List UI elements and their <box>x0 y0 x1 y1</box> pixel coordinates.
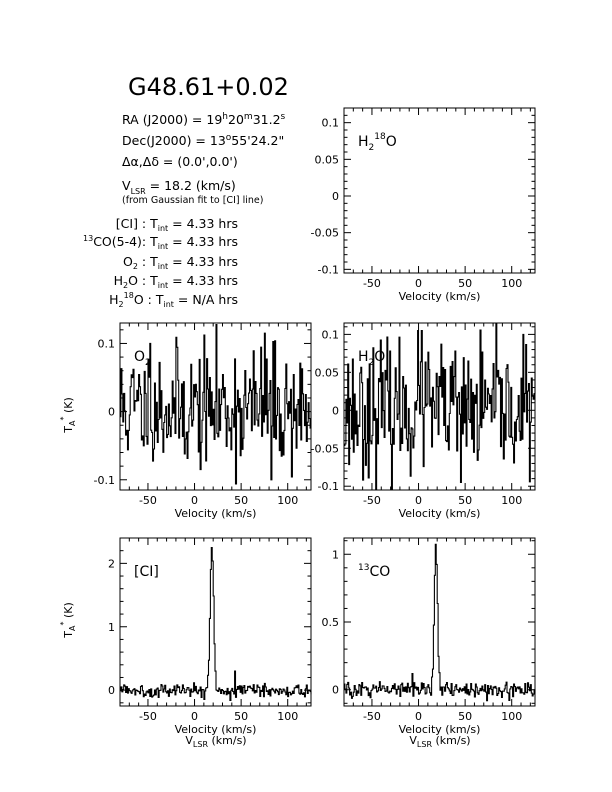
y-tick-label: 0 <box>108 406 115 419</box>
x-tick-label: 0 <box>191 494 198 507</box>
plot-frame <box>119 537 312 707</box>
spectrum-line <box>344 322 536 491</box>
y-tick-label: 0 <box>332 684 339 697</box>
integration-times: [CI] : Tint = 4.33 hrs 13CO(5-4): Tint =… <box>83 216 238 309</box>
panel-ci: -50 0 50 100 0 1 2 Velocity (km/s) [CI] <box>108 537 312 736</box>
panel-h218o: -50 0 50 100 -0.1 -0.05 0 0.05 0.1 Velocity (km/s… <box>311 107 536 303</box>
tint-ci: [CI] : Tint = 4.33 hrs <box>116 216 238 233</box>
x-tick-label: -50 <box>363 277 381 290</box>
ylabel-o2: TA* (K) <box>59 397 77 434</box>
y-tick-label: 0.5 <box>322 616 340 629</box>
x-tick-label: 50 <box>234 710 248 723</box>
ra-line: RA (J2000) = 19h20m31.2s <box>122 112 286 127</box>
spectrum-line <box>120 324 312 485</box>
y-tick-label: 0.1 <box>98 337 116 350</box>
y-tick-label: 0.05 <box>315 153 340 166</box>
tint-h2o: H2O : Tint = 4.33 hrs <box>114 273 238 290</box>
y-tick-label: 0 <box>332 404 339 417</box>
y-tick-label: -0.05 <box>311 442 339 455</box>
dec-line: Dec(J2000) = 13o55'24.2" <box>122 133 284 148</box>
spectrum-line <box>120 547 312 701</box>
plot-frame <box>119 322 312 491</box>
y-tick-label: 1 <box>108 621 115 634</box>
vlsr-label-co13: VLSR (km/s) <box>409 734 470 749</box>
y-tick-label: -0.05 <box>311 227 339 240</box>
spectrum-line <box>344 543 536 702</box>
y-tick-label: 0.1 <box>322 117 340 130</box>
y-tick-label: 1 <box>332 548 339 561</box>
x-tick-label: 100 <box>501 277 522 290</box>
x-tick-label: 0 <box>191 710 198 723</box>
x-tick-label: -50 <box>139 494 157 507</box>
vlsr-line: VLSR = 18.2 (km/s) <box>122 178 236 196</box>
plot-frame <box>343 322 536 491</box>
panel-h2o: -50 0 50 100 -0.1 -0.05 0 0.05 0.1 Velocity (km/s… <box>311 322 536 520</box>
tint-h218o: H218O : Tint = N/A hrs <box>109 291 238 309</box>
offset-line: Δα,Δδ = (0.0',0.0') <box>122 154 238 169</box>
x-tick-label: -50 <box>363 710 381 723</box>
x-tick-label: 0 <box>415 710 422 723</box>
ylabel-ci: TA* (K) <box>59 602 77 639</box>
y-tick-label: -0.1 <box>318 263 339 276</box>
panel-label: [CI] <box>134 564 159 580</box>
x-tick-label: 50 <box>458 277 472 290</box>
fit-note: (from Gaussian fit to [CI] line) <box>122 195 263 206</box>
y-tick-label: -0.1 <box>318 480 339 493</box>
plot-frame <box>343 107 536 274</box>
y-tick-label: 0 <box>332 190 339 203</box>
vlsr-label-ci: VLSR (km/s) <box>185 734 246 749</box>
x-axis-label: Velocity (km/s) <box>399 507 481 520</box>
figure-title: G48.61+0.02 <box>128 73 289 101</box>
panel-label: H218O <box>358 132 397 153</box>
panel-co13: -50 0 50 100 0 0.5 1 Velocity (km/s) 13CO <box>322 537 536 736</box>
x-tick-label: 100 <box>277 710 298 723</box>
y-tick-label: 0 <box>108 684 115 697</box>
x-tick-label: 50 <box>458 710 472 723</box>
x-tick-label: 0 <box>415 277 422 290</box>
x-axis-label: Velocity (km/s) <box>175 723 257 736</box>
x-axis-label: Velocity (km/s) <box>399 723 481 736</box>
x-tick-label: -50 <box>363 494 381 507</box>
x-tick-label: 50 <box>458 494 472 507</box>
panel-label: 13CO <box>358 563 390 580</box>
y-tick-label: 2 <box>108 557 115 570</box>
source-info: RA (J2000) = 19h20m31.2s Dec(J2000) = 13… <box>122 112 286 206</box>
tint-o2: O2 : Tint = 4.33 hrs <box>123 254 238 271</box>
x-tick-label: 50 <box>234 494 248 507</box>
x-tick-label: 0 <box>415 494 422 507</box>
x-tick-label: 100 <box>501 494 522 507</box>
x-axis-label: Velocity (km/s) <box>175 507 257 520</box>
y-tick-label: 0.05 <box>315 366 340 379</box>
y-tick-label: 0.1 <box>322 328 340 341</box>
x-tick-label: -50 <box>139 710 157 723</box>
y-tick-label: -0.1 <box>94 474 115 487</box>
x-tick-label: 100 <box>277 494 298 507</box>
tint-13co: 13CO(5-4): Tint = 4.33 hrs <box>83 234 238 251</box>
x-tick-label: 100 <box>501 710 522 723</box>
x-axis-label: Velocity (km/s) <box>399 290 481 303</box>
